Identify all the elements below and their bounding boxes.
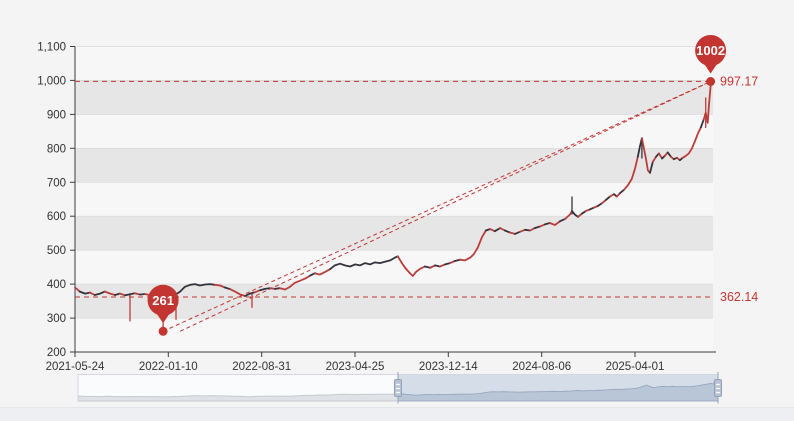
- trendline: [162, 81, 711, 332]
- price-line: [666, 151, 672, 158]
- navigator-handle-left[interactable]: [394, 372, 402, 404]
- price-line: [700, 118, 705, 129]
- price-line: [173, 283, 216, 296]
- price-line: [439, 263, 446, 268]
- price-line: [74, 286, 81, 293]
- y-axis-label: 200: [47, 347, 66, 359]
- price-line: [396, 255, 426, 277]
- navigator-handle-right[interactable]: [714, 372, 722, 404]
- price-line: [658, 152, 663, 160]
- price-line: [93, 290, 106, 296]
- min-marker-pin: 261: [147, 284, 179, 336]
- plot-band: [75, 46, 713, 81]
- x-axis-label: 2023-12-14: [419, 361, 478, 373]
- x-axis-label: 2022-08-31: [232, 361, 291, 373]
- plot-band: [75, 250, 713, 285]
- min-marker-pin-label: 261: [152, 293, 174, 308]
- price-line: [213, 283, 226, 289]
- x-axis-label: 2021-05-24: [46, 361, 105, 373]
- x-axis-label: 2024-08-06: [512, 361, 571, 373]
- price-line: [224, 286, 232, 291]
- y-axis-label: 500: [47, 245, 66, 257]
- price-line: [124, 292, 136, 297]
- x-axis-label: 2023-04-25: [326, 361, 385, 373]
- price-line: [459, 229, 487, 262]
- plot-band: [75, 80, 713, 115]
- price-line: [533, 225, 541, 229]
- markline-label: 997.17: [720, 74, 758, 88]
- price-line: [571, 210, 579, 218]
- price-line: [636, 137, 643, 158]
- price-line: [133, 292, 141, 296]
- price-line: [453, 258, 461, 262]
- price-line: [519, 228, 526, 233]
- y-axis-label: 1,000: [37, 75, 66, 87]
- price-line: [681, 126, 702, 159]
- plot-band: [75, 182, 713, 217]
- price-line: [651, 155, 657, 163]
- markline-label: 362.14: [720, 290, 758, 304]
- y-axis-label: 900: [47, 109, 66, 121]
- y-axis-label: 1,100: [37, 42, 66, 54]
- x-axis-label: 2025-04-01: [606, 361, 665, 373]
- price-line: [89, 291, 96, 296]
- price-line: [314, 268, 331, 276]
- price-line: [559, 218, 566, 223]
- price-line: [649, 161, 654, 174]
- price-line: [104, 290, 116, 296]
- plot-band: [75, 318, 713, 352]
- price-line: [493, 227, 501, 233]
- navigator-selected-area: [398, 380, 718, 402]
- navigator-area: [78, 393, 398, 402]
- price-line: [244, 291, 256, 297]
- price-line: [641, 137, 651, 174]
- price-line: [548, 220, 561, 226]
- y-axis-label: 800: [47, 143, 66, 155]
- price-line: [229, 288, 246, 297]
- price-line: [118, 292, 126, 297]
- price-line: [702, 80, 712, 124]
- y-axis-label: 300: [47, 313, 66, 325]
- plot-band: [75, 216, 713, 251]
- price-line: [253, 289, 261, 294]
- price-line: [329, 255, 399, 271]
- page-bottom-strip: [0, 407, 794, 421]
- price-line: [259, 287, 272, 292]
- y-axis-label: 600: [47, 211, 66, 223]
- price-line: [78, 290, 91, 295]
- max-marker-pin: 1002: [695, 35, 727, 86]
- price-line: [424, 265, 432, 269]
- y-axis-label: 700: [47, 177, 66, 189]
- plot-band: [75, 114, 713, 149]
- max-marker-pin-label: 1002: [696, 43, 725, 58]
- y-axis-label: 400: [47, 279, 66, 291]
- price-line: [623, 155, 639, 191]
- price-line: [564, 210, 573, 220]
- plot-band: [75, 148, 713, 183]
- price-line: [279, 274, 312, 291]
- x-axis-label: 2022-01-10: [139, 361, 198, 373]
